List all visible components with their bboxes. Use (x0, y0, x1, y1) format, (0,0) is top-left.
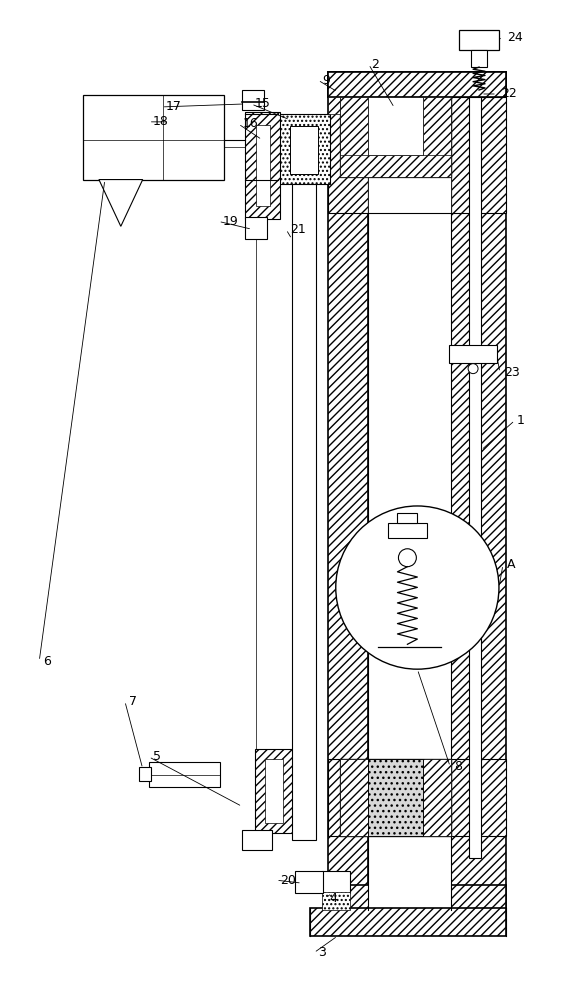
Bar (242, 90, 264, 110)
Text: 23: 23 (504, 366, 520, 379)
Bar (388, 523, 427, 538)
Circle shape (376, 108, 419, 152)
Bar (278, 114, 330, 184)
Text: 24: 24 (507, 31, 522, 44)
Bar (245, 217, 267, 239)
Text: 15: 15 (255, 97, 271, 110)
Bar (423, 759, 451, 836)
Bar (328, 885, 506, 910)
Circle shape (336, 506, 499, 669)
Text: 21: 21 (290, 223, 305, 236)
Bar (340, 759, 368, 836)
Bar (295, 871, 323, 893)
Text: A: A (507, 558, 516, 571)
Bar (148, 762, 220, 787)
Circle shape (399, 549, 416, 567)
Text: 6: 6 (43, 655, 51, 668)
Bar (328, 759, 368, 836)
Bar (328, 97, 340, 114)
Bar (328, 97, 368, 213)
Bar (368, 97, 423, 155)
Bar (451, 97, 506, 213)
Bar (83, 95, 224, 180)
Text: 1: 1 (517, 414, 525, 427)
Text: 18: 18 (152, 115, 168, 128)
Bar (328, 72, 506, 97)
Bar (322, 892, 349, 910)
Text: 2: 2 (372, 58, 380, 71)
Bar (245, 112, 280, 219)
Text: 7: 7 (129, 695, 137, 708)
Bar (340, 97, 368, 177)
Text: 8: 8 (454, 760, 462, 773)
Text: 22: 22 (501, 87, 517, 100)
Bar (340, 155, 451, 177)
Bar (397, 513, 417, 523)
Bar (368, 759, 423, 836)
Text: 5: 5 (152, 750, 160, 763)
Bar (368, 72, 451, 910)
Bar (469, 97, 481, 858)
Bar (340, 759, 451, 836)
Bar (423, 97, 451, 177)
Bar (256, 125, 270, 206)
Bar (139, 767, 151, 781)
Bar (265, 759, 283, 823)
Bar (328, 72, 506, 97)
Bar (290, 126, 318, 174)
Bar (322, 871, 349, 893)
Text: 19: 19 (222, 215, 238, 228)
Polygon shape (99, 180, 143, 226)
Bar (459, 30, 499, 50)
Bar (368, 97, 451, 213)
Bar (368, 759, 451, 836)
Bar (255, 749, 293, 833)
Bar (292, 184, 316, 840)
Bar (451, 72, 506, 910)
Bar (471, 50, 487, 67)
Circle shape (468, 364, 478, 374)
Text: 9: 9 (322, 74, 329, 87)
Bar (310, 908, 506, 936)
Text: 20: 20 (280, 874, 296, 887)
Bar (449, 345, 497, 363)
Text: 4: 4 (330, 892, 337, 905)
Bar (328, 72, 368, 910)
Text: 16: 16 (242, 117, 258, 130)
Bar (368, 759, 423, 836)
Bar (451, 759, 506, 836)
Bar (242, 830, 272, 850)
Text: 17: 17 (166, 100, 182, 113)
Bar (340, 97, 451, 177)
Text: 3: 3 (318, 946, 325, 959)
